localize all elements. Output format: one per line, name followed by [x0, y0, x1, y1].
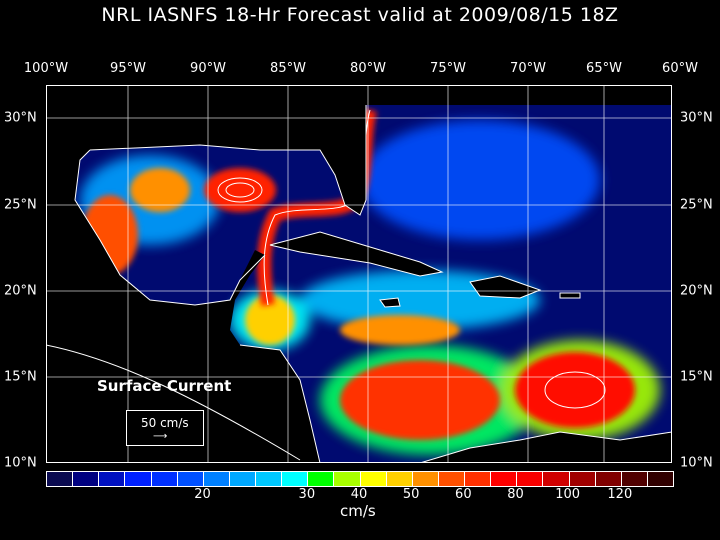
colorbar-swatch: [595, 472, 621, 486]
colorbar-swatch: [47, 472, 73, 486]
lat-label-left: 20°N: [4, 283, 37, 299]
current-speed-map: [46, 85, 672, 463]
colorbar-swatch: [256, 472, 282, 486]
lon-label: 70°W: [510, 61, 546, 76]
colorbar-tick-label: 80: [507, 487, 524, 502]
colorbar-tick-label: 50: [402, 487, 420, 502]
lat-label-left: 30°N: [4, 110, 37, 126]
legend-title: Surface Current: [97, 377, 232, 395]
colorbar-tick-label: 60: [455, 487, 472, 502]
reference-vector-box: 50 cm/s ⟶: [126, 410, 204, 446]
colorbar-tick-label: 40: [350, 487, 368, 502]
lon-label: 65°W: [586, 61, 622, 76]
colorbar-swatch: [73, 472, 99, 486]
colorbar-swatch: [125, 472, 151, 486]
colorbar-swatch: [203, 472, 229, 486]
lat-label-left: 15°N: [4, 369, 37, 385]
lat-label-right: 25°N: [680, 197, 713, 213]
colorbar-swatch: [151, 472, 177, 486]
colorbar-swatch: [465, 472, 491, 486]
colorbar-swatch: [621, 472, 647, 486]
lat-label-right: 30°N: [680, 110, 713, 126]
colorbar-swatch: [386, 472, 412, 486]
colorbar-swatch: [334, 472, 360, 486]
lon-label: 85°W: [270, 61, 306, 76]
jamaica: [379, 297, 401, 308]
lon-label: 80°W: [350, 61, 386, 76]
land-masses: [46, 231, 672, 463]
colorbar-swatch: [360, 472, 386, 486]
lat-label-right: 20°N: [680, 283, 713, 299]
lat-label-left: 10°N: [4, 455, 37, 471]
colorbar-tick-label: 100: [555, 487, 581, 502]
lon-label: 100°W: [23, 61, 69, 76]
colorbar-swatch: [569, 472, 595, 486]
colorbar-swatch: [99, 472, 125, 486]
puerto-rico: [559, 292, 581, 299]
colorbar-swatch: [517, 472, 543, 486]
colorbar-swatch: [412, 472, 438, 486]
pacific-coastline: [46, 344, 301, 461]
south-america: [419, 431, 672, 463]
colorbar-tick-label: 20: [194, 487, 211, 502]
colorbar-swatch: [491, 472, 517, 486]
colorbar-swatch: [308, 472, 334, 486]
reference-vector-label: 50 cm/s: [141, 416, 189, 430]
lon-label: 90°W: [190, 61, 226, 76]
colorbar-swatch: [647, 472, 673, 486]
colorbar-swatch: [177, 472, 203, 486]
colorbar-swatch: [438, 472, 464, 486]
colorbar-tick-label: 120: [607, 487, 633, 502]
colorbar-swatch: [282, 472, 308, 486]
lat-label-right: 15°N: [680, 369, 713, 385]
lat-label-left: 25°N: [4, 197, 37, 213]
lon-label: 60°W: [662, 61, 698, 76]
lon-label: 75°W: [430, 61, 466, 76]
cuba: [269, 231, 444, 277]
colorbar: [46, 471, 674, 487]
colorbar-swatch: [543, 472, 569, 486]
map-title: NRL IASNFS 18-Hr Forecast valid at 2009/…: [101, 4, 619, 26]
colorbar-units: cm/s: [340, 502, 376, 520]
hispaniola: [469, 275, 542, 299]
lon-label: 95°W: [110, 61, 146, 76]
reference-arrow-icon: ⟶: [153, 431, 168, 442]
colorbar-swatch: [229, 472, 255, 486]
colorbar-tick-label: 30: [298, 487, 316, 502]
graticule: [46, 85, 672, 463]
lat-label-right: 10°N: [680, 455, 713, 471]
ocean-field: [75, 105, 672, 463]
